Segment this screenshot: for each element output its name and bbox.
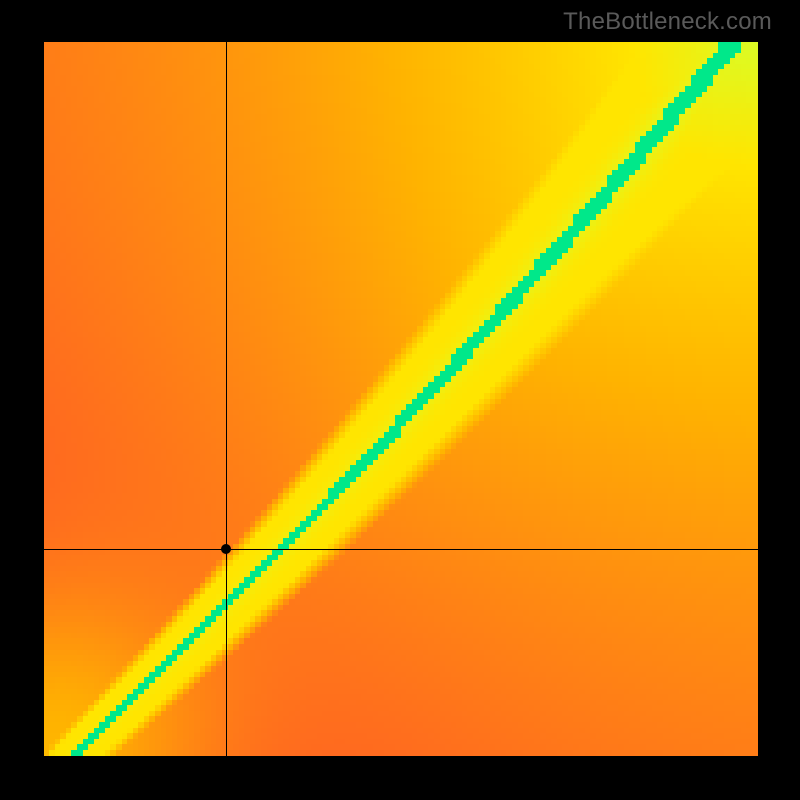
heatmap-canvas bbox=[44, 42, 758, 756]
crosshair-vertical bbox=[226, 42, 227, 756]
watermark-text: TheBottleneck.com bbox=[563, 8, 772, 36]
chart-frame: TheBottleneck.com bbox=[0, 0, 800, 800]
crosshair-marker bbox=[221, 544, 231, 554]
crosshair-horizontal bbox=[44, 549, 758, 550]
plot-area bbox=[44, 42, 758, 756]
